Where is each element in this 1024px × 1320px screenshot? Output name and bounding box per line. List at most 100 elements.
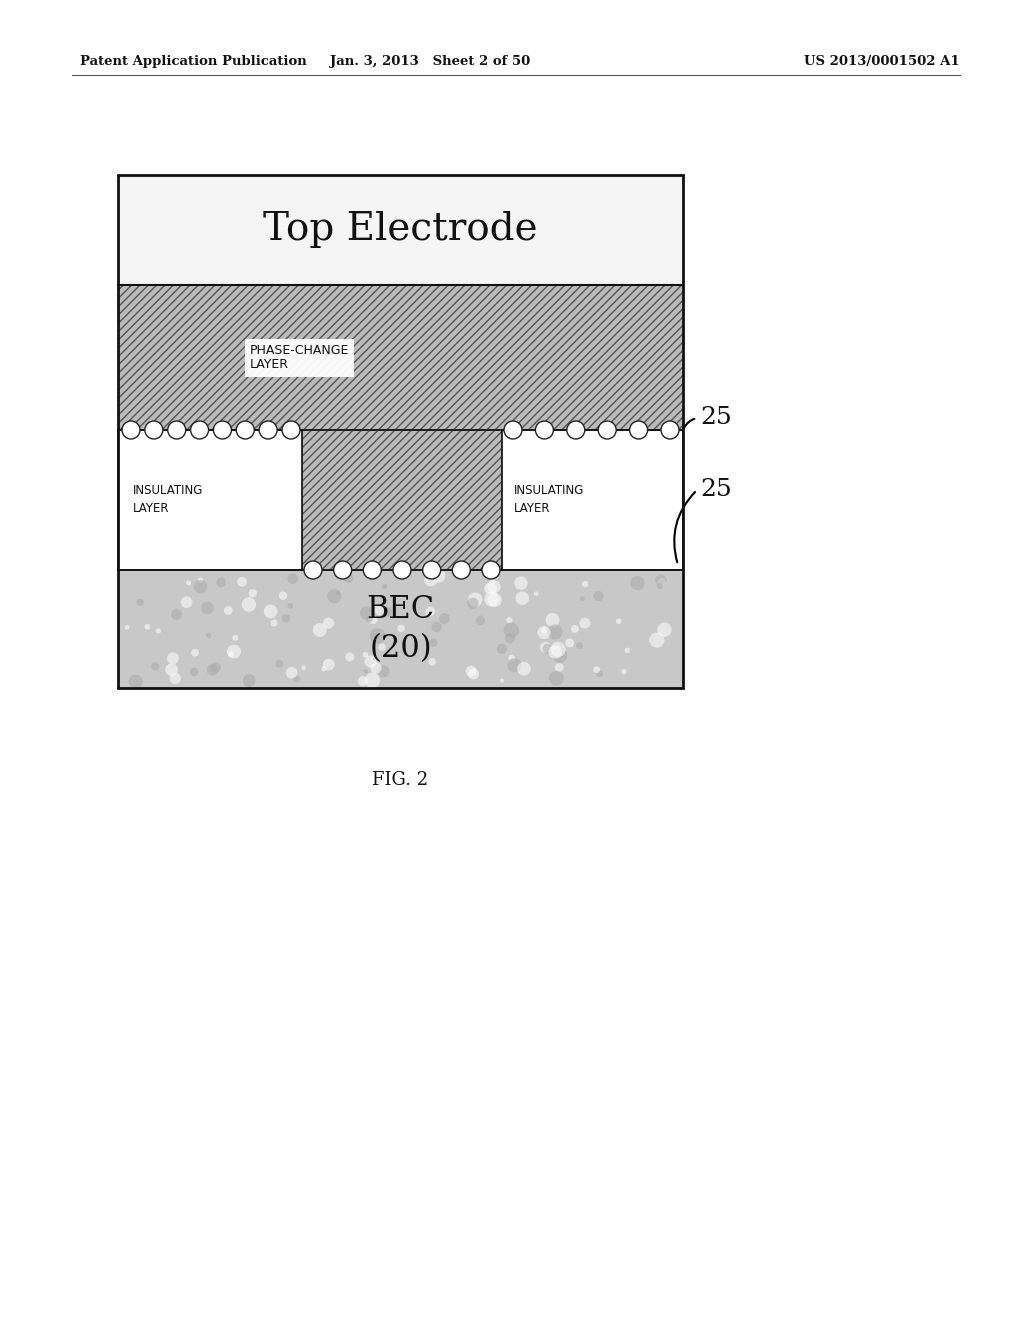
Circle shape — [397, 624, 404, 632]
Circle shape — [484, 582, 497, 595]
Circle shape — [168, 421, 185, 440]
Circle shape — [468, 593, 482, 607]
Circle shape — [514, 577, 527, 590]
Circle shape — [466, 665, 477, 677]
Circle shape — [540, 642, 551, 653]
Circle shape — [189, 668, 199, 676]
Circle shape — [224, 606, 232, 615]
Circle shape — [369, 615, 378, 624]
Circle shape — [194, 579, 207, 594]
FancyArrowPatch shape — [684, 418, 694, 428]
Circle shape — [550, 642, 565, 657]
Circle shape — [552, 648, 567, 663]
Circle shape — [288, 603, 293, 609]
Circle shape — [232, 635, 239, 640]
Circle shape — [487, 579, 501, 594]
Circle shape — [662, 421, 679, 440]
Text: US 2013/0001502 A1: US 2013/0001502 A1 — [805, 55, 961, 69]
Circle shape — [206, 632, 211, 639]
Circle shape — [487, 593, 502, 607]
Circle shape — [657, 583, 663, 589]
Circle shape — [538, 626, 551, 639]
Circle shape — [432, 569, 445, 582]
Circle shape — [541, 627, 547, 634]
Circle shape — [453, 561, 470, 579]
Circle shape — [482, 561, 500, 579]
Circle shape — [136, 599, 143, 606]
Circle shape — [238, 577, 247, 586]
Circle shape — [362, 652, 369, 657]
Circle shape — [382, 583, 387, 589]
Circle shape — [270, 619, 278, 627]
Circle shape — [382, 607, 392, 616]
Circle shape — [649, 632, 665, 648]
Circle shape — [378, 665, 390, 677]
Circle shape — [345, 652, 354, 661]
Circle shape — [322, 667, 327, 672]
Circle shape — [227, 644, 241, 659]
Circle shape — [371, 663, 382, 673]
Circle shape — [293, 676, 300, 682]
Circle shape — [190, 421, 209, 440]
Text: INSULATING
LAYER: INSULATING LAYER — [133, 484, 204, 516]
Circle shape — [216, 577, 226, 587]
Circle shape — [370, 628, 386, 644]
Circle shape — [304, 561, 322, 579]
Text: 25: 25 — [700, 479, 732, 502]
Circle shape — [500, 678, 504, 682]
Circle shape — [211, 663, 221, 673]
Circle shape — [577, 642, 583, 649]
Circle shape — [555, 663, 564, 672]
Circle shape — [275, 660, 283, 668]
Text: Jan. 3, 2013   Sheet 2 of 50: Jan. 3, 2013 Sheet 2 of 50 — [330, 55, 530, 69]
Circle shape — [365, 673, 380, 688]
Circle shape — [517, 661, 530, 676]
Bar — [118, 285, 683, 430]
Circle shape — [615, 618, 622, 624]
Circle shape — [596, 671, 603, 677]
Circle shape — [622, 669, 627, 675]
Circle shape — [467, 598, 478, 609]
Circle shape — [506, 616, 513, 623]
Circle shape — [191, 648, 199, 656]
Circle shape — [625, 648, 630, 653]
Circle shape — [549, 671, 564, 685]
Circle shape — [534, 591, 539, 597]
Circle shape — [334, 561, 351, 579]
Circle shape — [580, 597, 585, 601]
Circle shape — [243, 675, 256, 686]
Circle shape — [507, 659, 521, 672]
Circle shape — [468, 668, 479, 680]
Circle shape — [228, 651, 234, 657]
Circle shape — [548, 624, 562, 639]
Circle shape — [508, 655, 515, 661]
Circle shape — [180, 597, 193, 609]
FancyArrowPatch shape — [674, 492, 695, 562]
Circle shape — [242, 597, 256, 611]
Circle shape — [165, 663, 178, 676]
Circle shape — [582, 581, 588, 587]
Text: FIG. 2: FIG. 2 — [372, 771, 428, 789]
Circle shape — [475, 615, 485, 624]
Circle shape — [279, 591, 288, 601]
Circle shape — [301, 665, 306, 671]
Circle shape — [593, 591, 603, 602]
Circle shape — [504, 421, 522, 440]
Circle shape — [374, 605, 385, 615]
Bar — [118, 570, 683, 688]
Circle shape — [378, 643, 386, 651]
Circle shape — [364, 669, 368, 673]
Circle shape — [359, 606, 374, 619]
Circle shape — [536, 421, 553, 440]
Circle shape — [515, 591, 529, 605]
Circle shape — [580, 618, 590, 628]
Bar — [118, 176, 683, 285]
Circle shape — [424, 573, 437, 586]
Circle shape — [364, 561, 381, 579]
Circle shape — [439, 614, 450, 624]
Circle shape — [546, 612, 559, 627]
Circle shape — [549, 645, 562, 659]
Circle shape — [428, 657, 436, 665]
Circle shape — [323, 618, 334, 628]
Text: Top Electrode: Top Electrode — [263, 211, 538, 248]
